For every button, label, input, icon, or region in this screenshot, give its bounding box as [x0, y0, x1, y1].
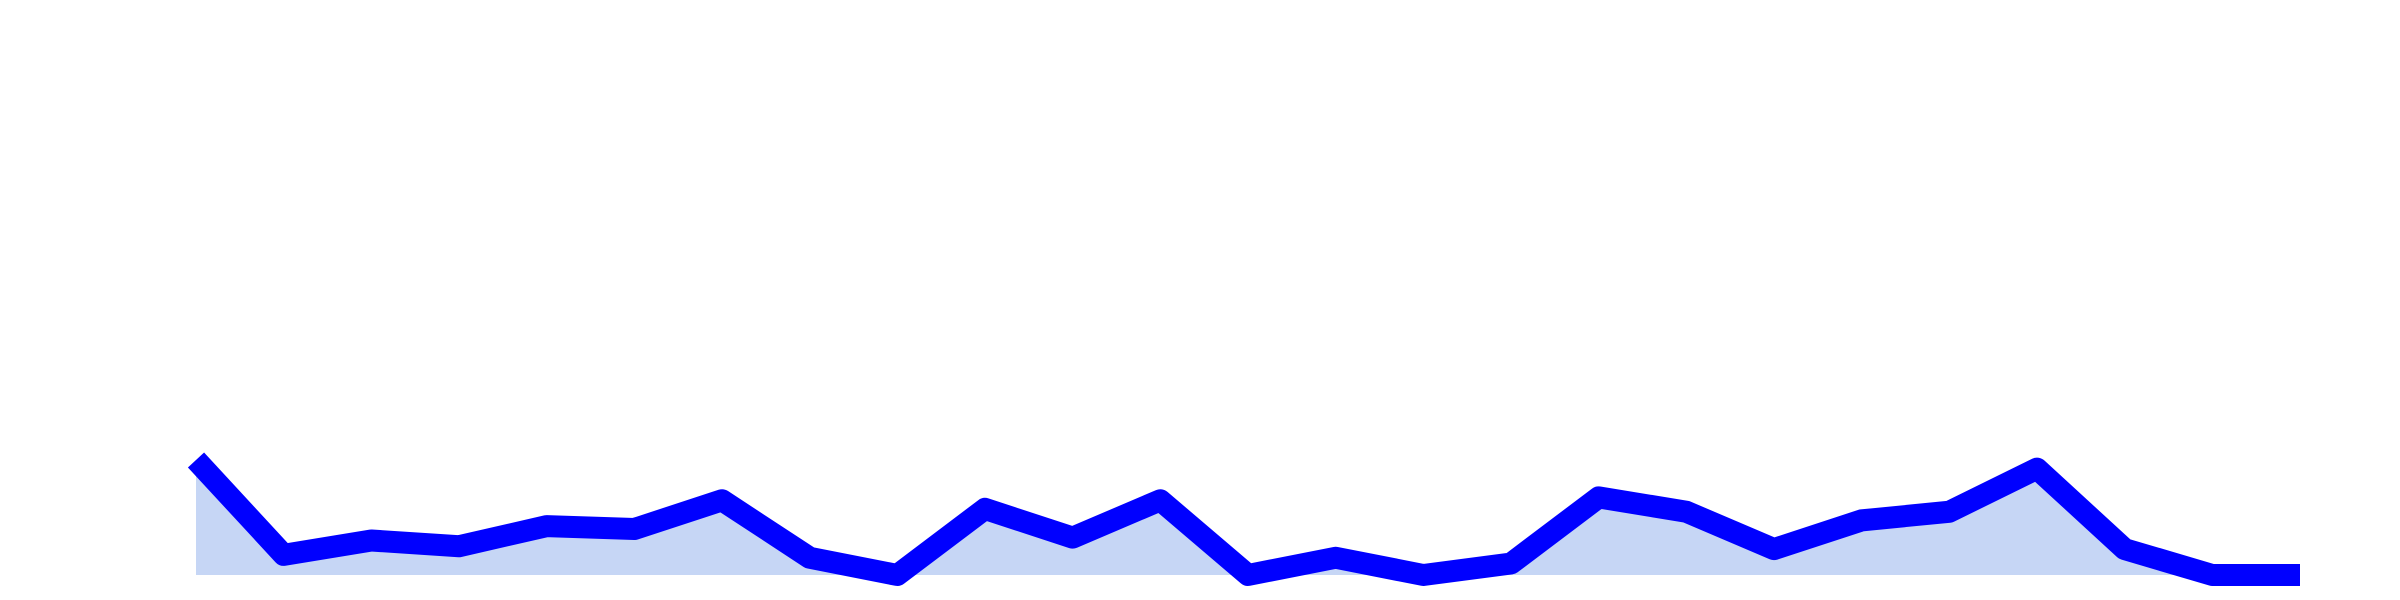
- line-layer: [187, 452, 2300, 586]
- series-0-line: [187, 452, 2300, 586]
- series-0-area: [196, 460, 2300, 575]
- area-layer: [196, 460, 2300, 575]
